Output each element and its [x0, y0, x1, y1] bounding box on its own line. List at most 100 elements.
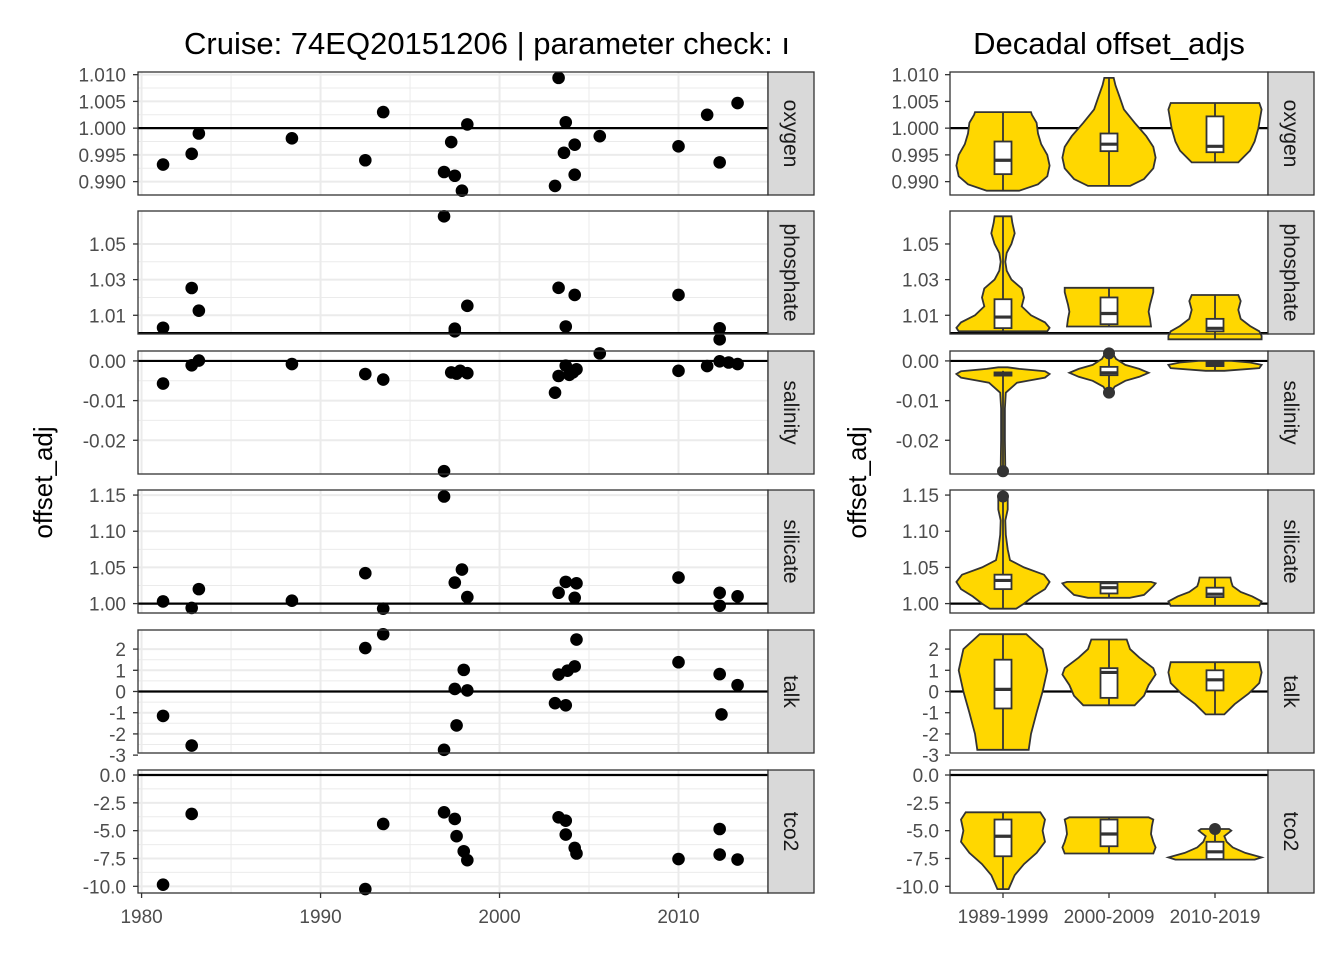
boxplot-box [1099, 296, 1119, 326]
chart-decadal-violins: Decadal offset_adjsoffset_adjoxygen1.010… [842, 26, 1315, 928]
boxplot-box [1099, 667, 1119, 699]
data-point [570, 577, 583, 590]
data-point [437, 805, 451, 819]
y-tick-label: 0.0 [100, 766, 126, 787]
y-tick-label: 0.0 [913, 766, 939, 787]
y-tick-label: 1.03 [902, 271, 939, 292]
x-tick-label: 2000-2009 [1064, 907, 1155, 928]
data-point [185, 807, 198, 821]
data-point [285, 132, 299, 145]
y-tick-label: -3 [922, 746, 939, 767]
y-tick-label: 1.10 [902, 522, 939, 543]
y-axis-title: offset_adj [842, 426, 872, 538]
panel-talk: talk 210-1-2-3 [922, 629, 1315, 767]
y-tick-label: -10.0 [83, 877, 126, 898]
data-point [715, 708, 728, 721]
y-tick-label: -2.5 [93, 794, 126, 815]
facet-strip-label: salinity [1279, 380, 1302, 445]
facet-strip-label: oxygen [1279, 100, 1302, 168]
facet-strip [767, 210, 815, 335]
data-point [359, 153, 372, 167]
x-tick-label: 2010 [657, 907, 699, 928]
data-point [448, 812, 462, 826]
facet-strip [1267, 350, 1315, 475]
y-tick-label: 1.00 [902, 595, 939, 616]
y-tick-label: -2 [922, 725, 939, 746]
data-point [156, 158, 170, 171]
y-tick-label: 1.03 [89, 271, 126, 292]
boxplot-outlier [997, 490, 1009, 503]
data-point [285, 594, 299, 607]
boxplot-box [993, 298, 1013, 330]
data-point [559, 814, 573, 827]
y-tick-label: 0 [115, 683, 126, 704]
data-point [700, 108, 714, 122]
facet-strip-label: tco2 [1279, 812, 1302, 852]
y-tick-label: 1.005 [891, 92, 939, 113]
y-tick-label: 0.990 [78, 173, 126, 194]
y-tick-label: 1.010 [891, 66, 939, 87]
data-point [457, 663, 471, 677]
data-point [713, 848, 726, 861]
data-point [437, 165, 451, 179]
facet-strip-label: oxygen [779, 100, 802, 168]
y-tick-label: 2 [115, 640, 126, 661]
data-point [713, 599, 726, 613]
y-tick-label: -10.0 [896, 877, 939, 898]
data-point [672, 655, 685, 669]
data-point [568, 138, 582, 152]
y-tick-label: 0.00 [902, 352, 939, 373]
y-tick-label: -3 [109, 746, 126, 767]
data-point [156, 595, 170, 608]
boxplot-box [1099, 365, 1119, 377]
y-tick-label: 1.15 [902, 486, 939, 507]
y-tick-label: 1 [115, 661, 126, 682]
boxplot-box [993, 818, 1013, 858]
y-tick-label: -1 [922, 704, 939, 725]
data-point [672, 852, 685, 866]
facet-strip [767, 489, 815, 614]
y-tick-label: -0.02 [896, 431, 939, 452]
y-tick-label: 1.05 [89, 558, 126, 579]
data-point [437, 743, 451, 757]
y-tick-label: 1.010 [78, 66, 126, 87]
facet-strip-label: phosphate [1279, 223, 1302, 321]
data-point [450, 719, 463, 732]
panel-tco2: tco2 0.0 -2.5 -5.0 -7.5 -10.0 [83, 766, 815, 898]
data-point [450, 829, 463, 843]
data-point [185, 281, 198, 295]
panel-phosphate: phosphate 1.05 1.03 1.01 [902, 210, 1315, 341]
data-point [713, 333, 726, 346]
data-point [156, 878, 170, 891]
data-point [731, 853, 744, 866]
data-point [548, 179, 562, 193]
data-point [437, 490, 451, 503]
data-point [444, 135, 458, 149]
boxplot-outlier [997, 465, 1009, 478]
x-tick-label: 2000 [478, 907, 520, 928]
data-point [455, 563, 469, 576]
boxplot-box [993, 658, 1013, 710]
data-point [559, 320, 573, 333]
panel-background [138, 211, 768, 334]
panel-phosphate: phosphate 1.05 1.03 1.01 [89, 210, 815, 346]
data-point [376, 105, 390, 119]
y-tick-label: 1.005 [78, 92, 126, 113]
data-point [672, 140, 685, 153]
data-point [557, 146, 571, 160]
boxplot-outlier [1209, 822, 1221, 835]
facet-strip-label: tco2 [779, 812, 802, 852]
y-tick-label: 1 [928, 661, 939, 682]
panel-salinity: salinity 0.00 -0.01 -0.02 [896, 347, 1315, 478]
facet-strip [1267, 489, 1315, 614]
facet-strip [767, 769, 815, 894]
data-point [672, 288, 685, 302]
data-point [185, 147, 198, 161]
y-tick-label: 2 [928, 640, 939, 661]
data-point [461, 590, 474, 604]
data-point [448, 576, 462, 589]
data-point [461, 118, 474, 131]
panel-talk: talk 210-1-2-3 [109, 627, 815, 767]
data-point [568, 288, 582, 302]
